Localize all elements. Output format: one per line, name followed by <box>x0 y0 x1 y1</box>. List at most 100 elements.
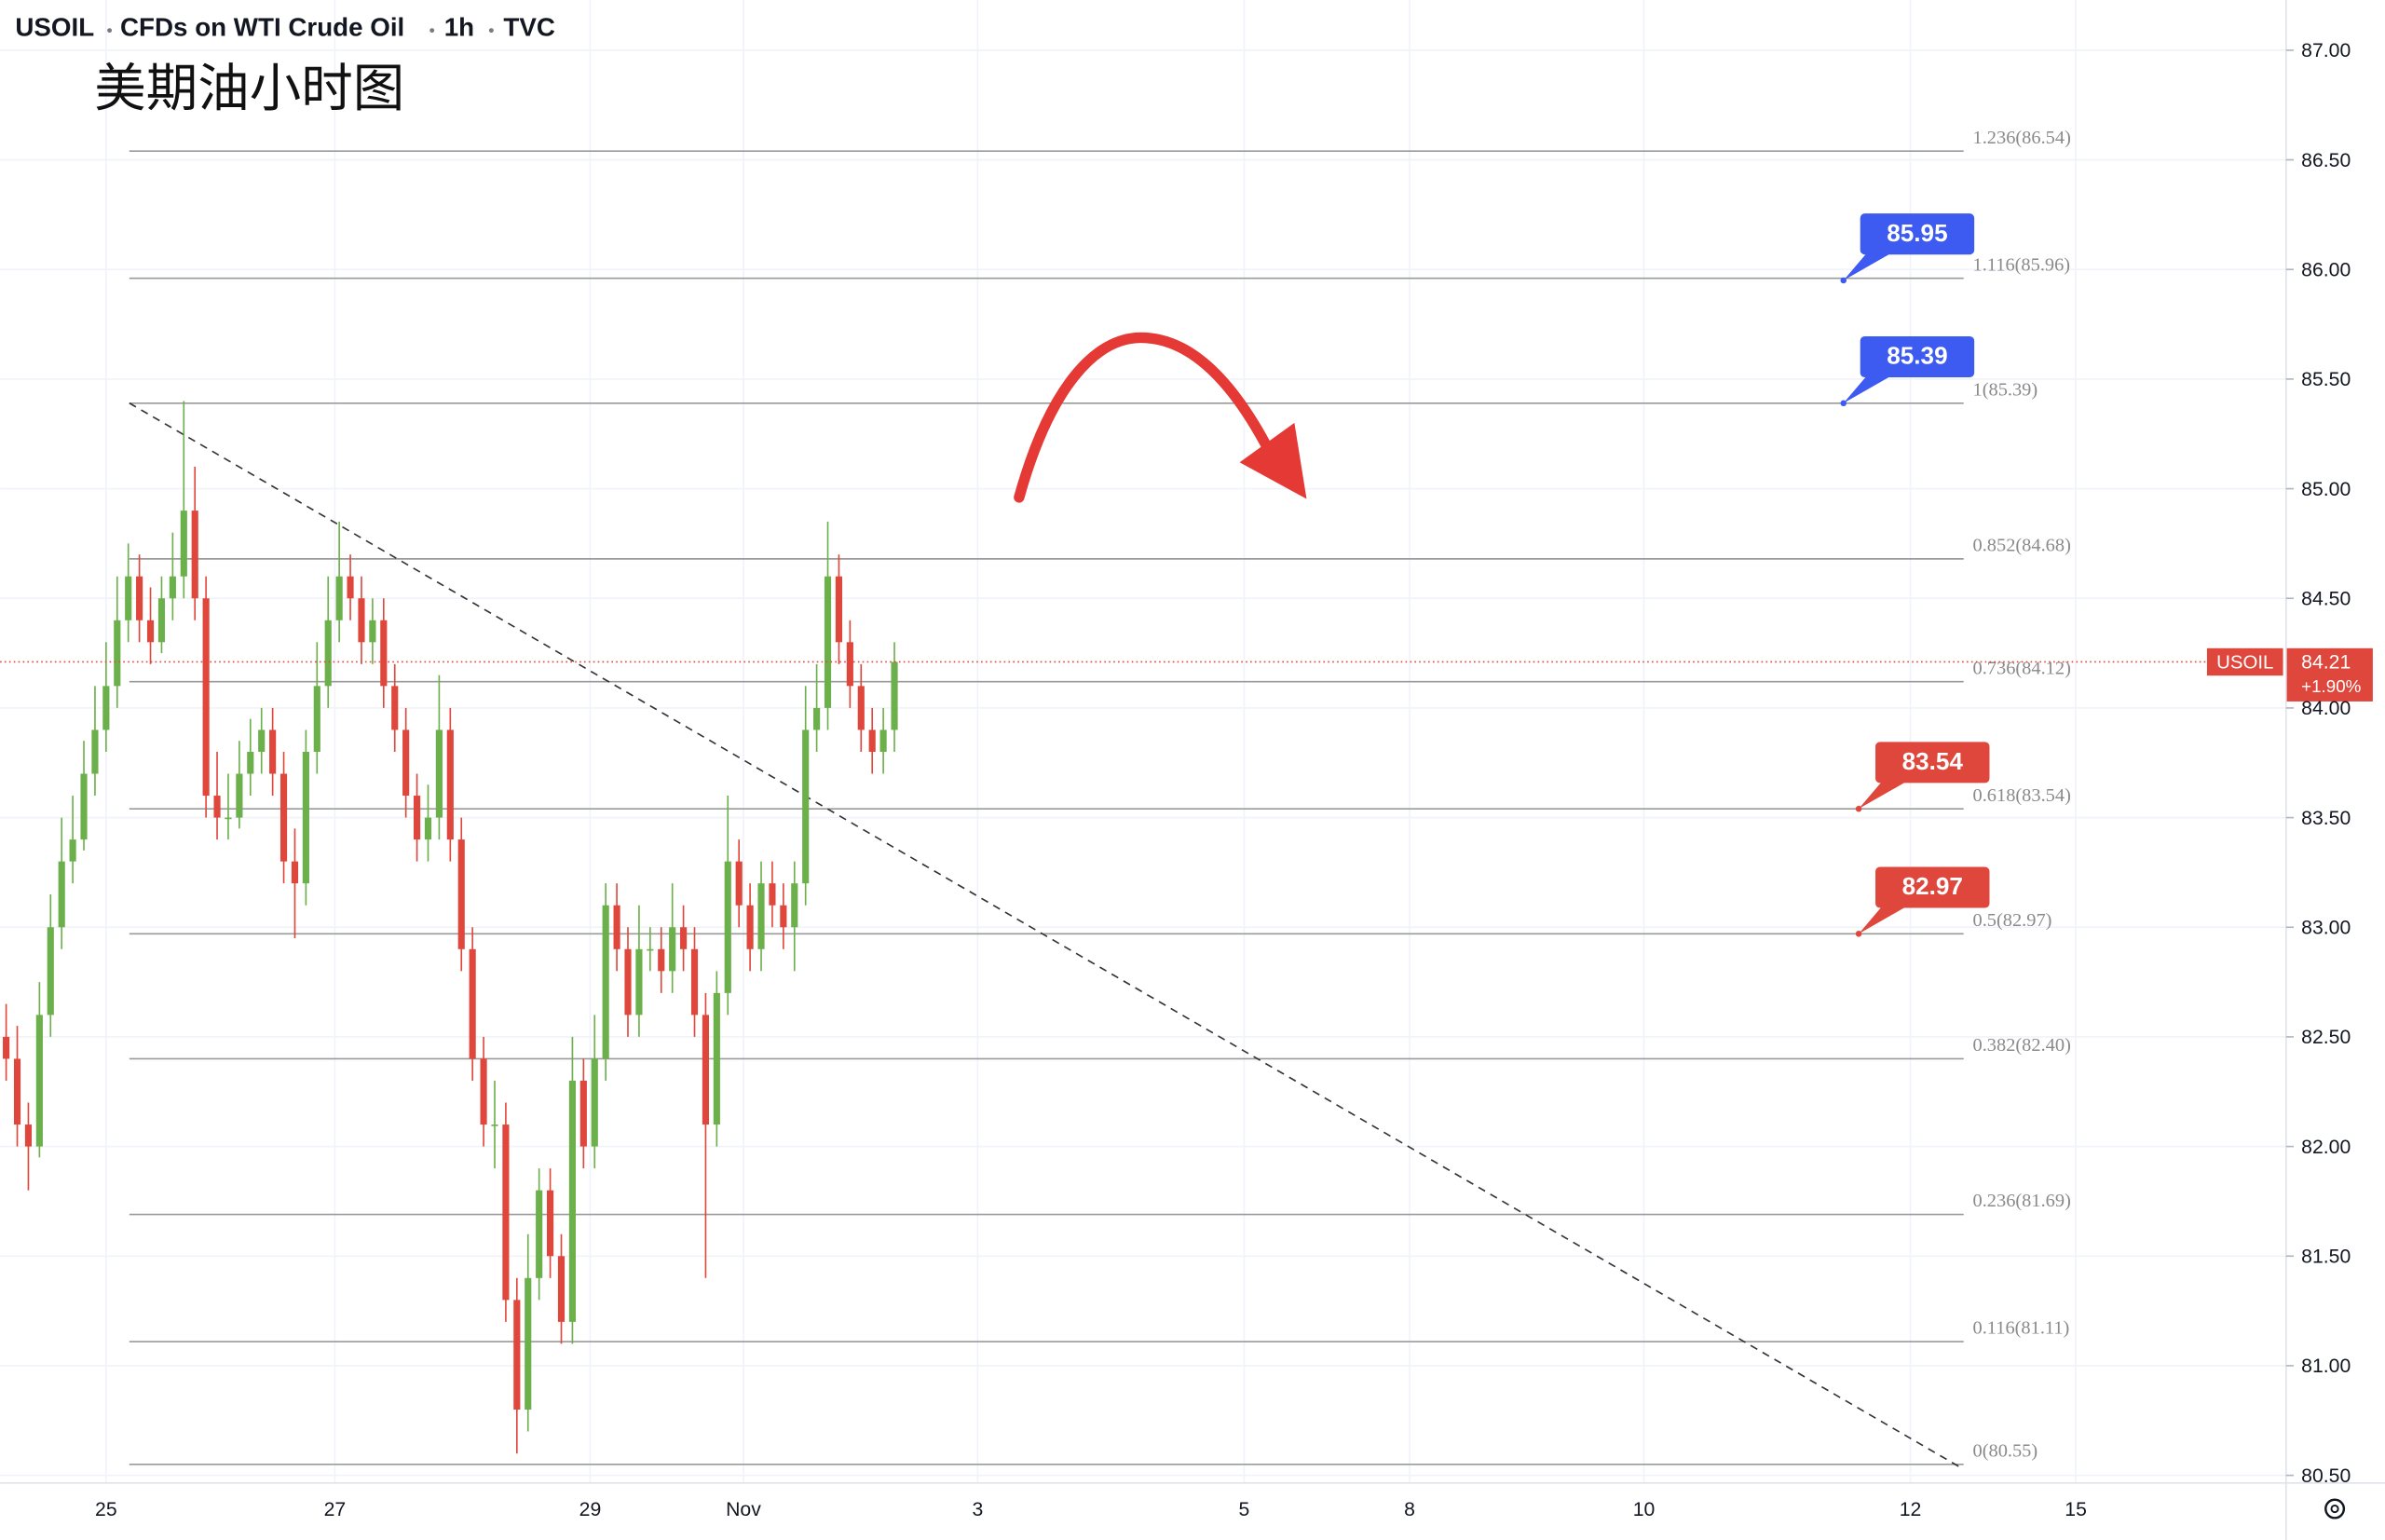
candle-body <box>602 905 609 1059</box>
candle-body <box>647 948 654 951</box>
candle-body <box>125 576 132 620</box>
candle-body <box>47 927 54 1015</box>
symbol: USOIL <box>15 12 94 41</box>
candle-body <box>446 729 454 840</box>
candle-body <box>513 1300 521 1411</box>
fib-label: 1.236(86.54) <box>1973 128 2071 148</box>
candles <box>3 401 898 1454</box>
candle-body <box>579 1080 587 1147</box>
x-tick-label: 25 <box>95 1499 117 1520</box>
candle-body <box>713 992 720 1125</box>
candle-body <box>157 598 166 643</box>
candle-body <box>380 620 388 687</box>
candle-body <box>547 1190 554 1257</box>
callout-box <box>1860 213 1975 255</box>
y-tick-label: 85.50 <box>2301 369 2351 390</box>
candle-body <box>891 661 898 730</box>
interval: 1h <box>444 12 474 41</box>
candle-body <box>702 1015 710 1125</box>
fib-label: 0.852(84.68) <box>1973 536 2071 556</box>
candle-body <box>690 948 699 1015</box>
candle-body <box>868 729 876 752</box>
candle-body <box>813 707 821 730</box>
callout-anchor <box>1840 400 1847 407</box>
candle-body <box>780 905 787 928</box>
y-tick-label: 82.00 <box>2301 1137 2351 1158</box>
candle-body <box>369 620 376 643</box>
candle-body <box>180 511 187 577</box>
candle-body <box>735 861 743 906</box>
x-tick-label: 12 <box>1900 1499 1922 1520</box>
candle-body <box>568 1080 576 1322</box>
candle-body <box>846 642 853 687</box>
candle-body <box>279 773 288 862</box>
candle-body <box>613 905 620 949</box>
candle-body <box>358 598 365 643</box>
last-price: USOIL 84.21+1.90% <box>0 647 2373 702</box>
candle-body <box>69 839 76 862</box>
callout-anchor <box>1855 931 1862 937</box>
candle-body <box>591 1058 598 1147</box>
candle-body <box>35 1015 43 1147</box>
callout-box <box>1875 866 1990 908</box>
candle-body <box>746 905 754 949</box>
y-tick-label: 83.50 <box>2301 808 2351 829</box>
candle-body <box>802 729 810 884</box>
y-tick-label: 84.00 <box>2301 698 2351 719</box>
y-tick-label: 86.50 <box>2301 150 2351 171</box>
candle-body <box>335 576 343 620</box>
candle-body <box>769 883 776 906</box>
separator <box>488 28 494 34</box>
symbol-tag-label: USOIL <box>2216 653 2273 674</box>
x-tick-label: 29 <box>579 1499 602 1520</box>
candle-body <box>424 817 432 840</box>
candle-body <box>213 796 221 818</box>
y-tick-label: 86.00 <box>2301 259 2351 280</box>
callout-pointer <box>1859 903 1913 934</box>
x-tick-label: 3 <box>973 1499 984 1520</box>
candle-body <box>457 839 465 949</box>
y-tick-label: 87.00 <box>2301 40 2351 61</box>
candle-body <box>191 511 198 599</box>
candle-body <box>202 598 210 797</box>
candle-body <box>114 620 121 687</box>
trend-line <box>129 402 1965 1470</box>
fib-label: 0.236(81.69) <box>1973 1191 2071 1211</box>
fib-retracement: 1.236(86.54) 1.116(85.96) 1(85.39) 0.852(84… <box>129 128 2071 1465</box>
header: USOIL CFDs on WTI Crude Oil 1h TVC <box>15 12 555 41</box>
candle-body <box>302 751 309 884</box>
candle-body <box>757 883 765 949</box>
price-tag-label: 84.21 <box>2301 652 2351 674</box>
candle-body <box>291 861 299 884</box>
x-tick-label: 27 <box>324 1499 347 1520</box>
candle-body <box>80 773 88 840</box>
candle-body <box>669 927 676 972</box>
candle-body <box>136 576 143 620</box>
fib-label: 0.116(81.11) <box>1973 1318 2070 1339</box>
candle-body <box>502 1124 510 1301</box>
callout-label: 85.39 <box>1887 342 1947 370</box>
annotation: 美期油小时图 <box>94 60 404 117</box>
y-tick-label: 80.50 <box>2301 1465 2351 1487</box>
candle-body <box>3 1036 10 1059</box>
gear[interactable] <box>2324 1498 2346 1520</box>
candle-body <box>146 620 155 643</box>
candle-body <box>13 1058 21 1125</box>
gear-hub[interactable] <box>2330 1504 2339 1514</box>
candle-body <box>525 1277 532 1411</box>
x-tick-label: Nov <box>726 1499 761 1520</box>
candle-body <box>724 861 731 993</box>
callout-label: 85.95 <box>1887 219 1947 247</box>
settings-icon[interactable] <box>2324 1498 2346 1520</box>
candle-body <box>269 729 277 774</box>
axes: 80.50 81.00 81.50 82.00 82.50 83.00 83.50 84.00… <box>95 40 2351 1520</box>
candle-body <box>635 948 643 1015</box>
candle-body <box>413 796 421 840</box>
separator <box>107 28 113 34</box>
fib-label: 1.116(85.96) <box>1973 254 2071 275</box>
candle-body <box>91 729 99 774</box>
x-tick-label: 5 <box>1239 1499 1250 1520</box>
candle-body <box>557 1256 566 1322</box>
callout-box <box>1875 742 1990 784</box>
